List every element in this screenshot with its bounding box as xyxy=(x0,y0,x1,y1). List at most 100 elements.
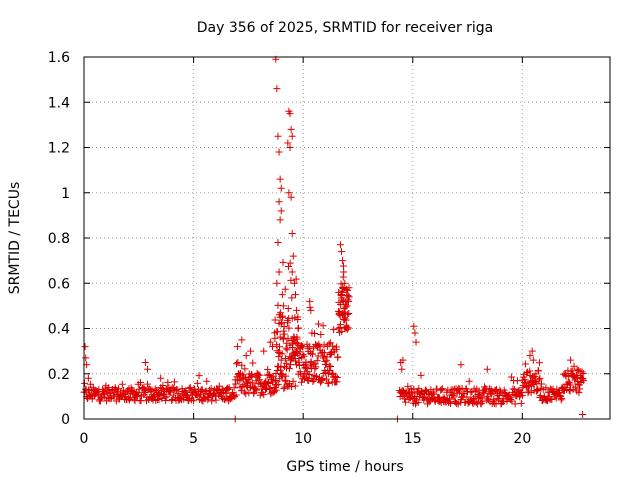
data-point xyxy=(336,320,344,328)
data-point xyxy=(338,291,346,299)
data-point xyxy=(528,347,536,355)
data-point xyxy=(277,363,285,371)
data-point xyxy=(237,387,245,395)
data-point xyxy=(333,343,341,351)
data-point xyxy=(548,395,556,403)
data-point xyxy=(283,364,291,372)
data-point xyxy=(275,343,283,351)
data-point xyxy=(273,85,281,93)
data-point xyxy=(493,385,501,393)
data-point xyxy=(156,391,164,399)
data-point xyxy=(284,263,292,271)
data-point xyxy=(345,284,353,292)
data-point xyxy=(284,139,292,147)
data-point xyxy=(344,310,352,318)
data-point xyxy=(274,328,282,336)
data-point xyxy=(173,385,181,393)
data-point xyxy=(289,340,297,348)
data-point xyxy=(180,388,188,396)
data-point xyxy=(536,374,544,382)
data-point xyxy=(163,393,171,401)
data-point xyxy=(247,347,255,355)
data-point xyxy=(490,395,498,403)
data-point xyxy=(450,393,458,401)
data-point xyxy=(306,297,314,305)
data-point xyxy=(271,387,279,395)
data-point xyxy=(527,388,535,396)
data-point xyxy=(438,385,446,393)
data-point xyxy=(576,385,584,393)
data-point xyxy=(191,385,199,393)
data-point xyxy=(578,368,586,376)
data-point xyxy=(334,325,342,333)
data-point xyxy=(343,325,351,333)
data-point xyxy=(284,319,292,327)
data-point xyxy=(295,362,303,370)
data-point xyxy=(410,385,418,393)
data-point xyxy=(339,262,347,270)
data-point xyxy=(279,302,287,310)
data-point xyxy=(438,386,446,394)
data-point xyxy=(558,395,566,403)
data-point xyxy=(573,365,581,373)
data-point xyxy=(158,394,166,402)
data-point xyxy=(212,392,219,400)
data-point xyxy=(248,371,256,379)
data-point xyxy=(238,382,246,390)
data-point xyxy=(168,396,176,404)
data-point xyxy=(518,388,526,396)
data-point xyxy=(222,389,230,397)
data-point xyxy=(496,388,504,396)
data-point xyxy=(297,378,305,386)
data-point xyxy=(535,376,543,384)
data-point xyxy=(292,275,300,283)
data-point xyxy=(333,374,341,382)
data-point xyxy=(336,241,344,249)
y-tick-label: 1.2 xyxy=(48,141,70,157)
data-point xyxy=(334,353,342,361)
data-point xyxy=(81,343,89,351)
data-point xyxy=(575,389,583,397)
data-point xyxy=(342,297,350,305)
data-point xyxy=(268,343,276,351)
data-point xyxy=(96,397,104,405)
data-point xyxy=(340,268,348,276)
data-point xyxy=(536,392,544,400)
data-point xyxy=(436,394,444,402)
data-point xyxy=(241,365,249,373)
data-point xyxy=(193,379,201,387)
data-point xyxy=(469,399,477,407)
data-point xyxy=(507,396,515,404)
data-point xyxy=(198,386,206,394)
data-point xyxy=(339,257,347,265)
data-point xyxy=(306,343,314,351)
data-point xyxy=(265,385,273,393)
data-point xyxy=(508,397,516,405)
data-point xyxy=(344,324,352,332)
data-point xyxy=(164,378,172,386)
data-point xyxy=(232,391,240,399)
data-point xyxy=(186,383,194,391)
x-tick-label: 20 xyxy=(513,431,531,447)
data-point xyxy=(526,352,534,360)
data-point xyxy=(318,375,326,383)
data-point xyxy=(288,294,296,302)
data-point xyxy=(517,399,525,407)
data-point xyxy=(529,356,537,364)
data-point xyxy=(215,382,223,390)
data-point xyxy=(533,379,541,387)
data-point xyxy=(532,387,540,395)
data-point xyxy=(265,379,273,387)
data-point xyxy=(273,279,281,287)
data-point xyxy=(322,360,330,368)
data-point xyxy=(556,389,564,397)
data-point xyxy=(190,397,198,405)
data-point xyxy=(98,394,106,402)
data-point xyxy=(289,377,297,385)
data-point xyxy=(291,291,299,299)
data-points xyxy=(80,55,588,423)
data-point xyxy=(465,377,473,385)
data-point xyxy=(281,285,289,293)
data-point xyxy=(281,355,289,363)
data-point xyxy=(274,132,282,140)
